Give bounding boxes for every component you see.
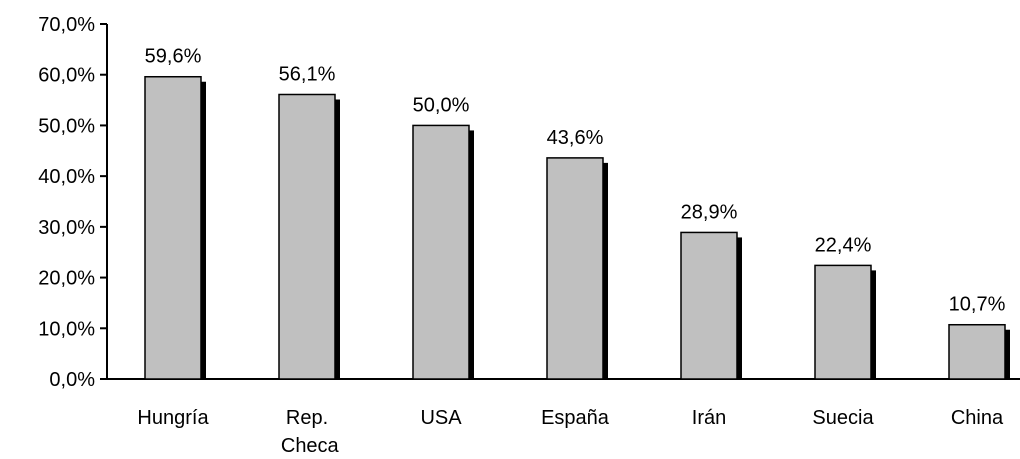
value-label: 43,6% bbox=[547, 127, 604, 149]
value-label: 59,6% bbox=[145, 46, 202, 68]
bar bbox=[412, 124, 470, 380]
value-label: 22,4% bbox=[815, 234, 872, 256]
x-tick-label: España bbox=[541, 407, 610, 429]
x-tick-label: USA bbox=[420, 407, 462, 429]
x-tick-label: Suecia bbox=[812, 407, 874, 429]
bar bbox=[144, 75, 202, 380]
value-label: 10,7% bbox=[949, 294, 1006, 316]
bar bbox=[814, 264, 872, 380]
x-tick-label-line: Checa bbox=[275, 435, 339, 457]
value-label: 56,1% bbox=[279, 63, 336, 85]
x-tick-label: China bbox=[951, 407, 1004, 429]
x-tick-label: Hungría bbox=[137, 407, 209, 429]
x-tick-label: Irán bbox=[692, 407, 726, 429]
x-tick-label: Rep. Checa bbox=[275, 407, 339, 457]
bar bbox=[278, 93, 336, 380]
y-tick-label: 0,0% bbox=[49, 369, 95, 391]
y-tick-label: 70,0% bbox=[38, 14, 95, 36]
y-tick-label: 40,0% bbox=[38, 166, 95, 188]
value-label: 28,9% bbox=[681, 201, 738, 223]
y-tick-label: 10,0% bbox=[38, 318, 95, 340]
bar bbox=[680, 231, 738, 380]
y-tick-label: 60,0% bbox=[38, 65, 95, 87]
value-label: 50,0% bbox=[413, 94, 470, 116]
y-tick-label: 20,0% bbox=[38, 268, 95, 290]
bar bbox=[546, 157, 604, 380]
x-tick-label-line: Rep. bbox=[286, 407, 328, 429]
y-tick-label: 50,0% bbox=[38, 115, 95, 137]
y-tick-label: 30,0% bbox=[38, 217, 95, 239]
bar bbox=[948, 323, 1006, 380]
